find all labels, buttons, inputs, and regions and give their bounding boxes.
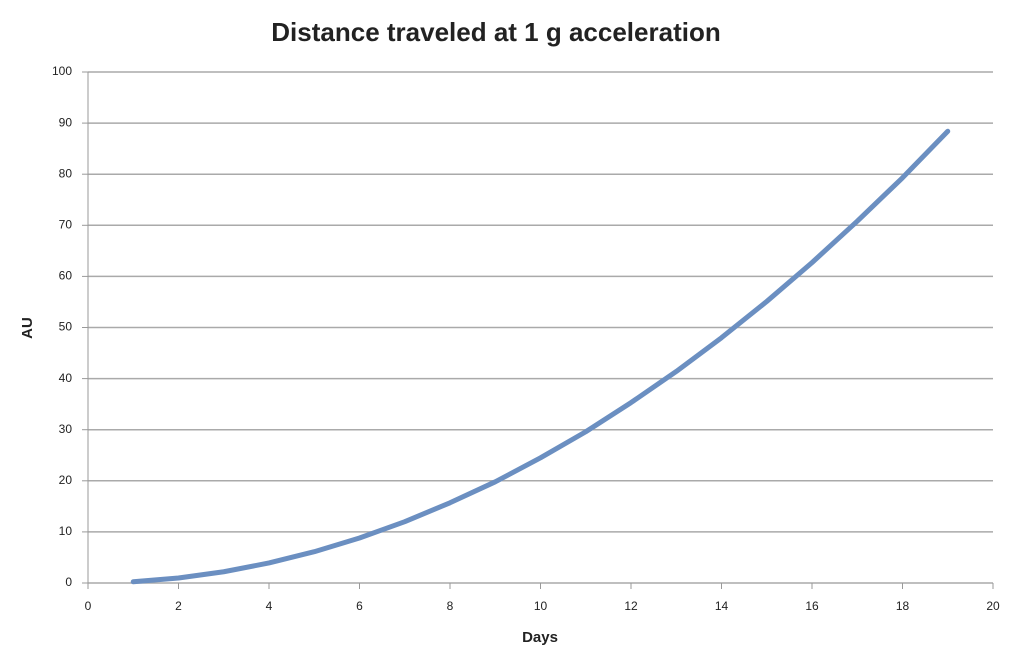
- y-tick-label: 100: [52, 64, 72, 78]
- x-tick-label: 16: [805, 599, 819, 613]
- y-tick-label: 90: [59, 115, 73, 129]
- x-tick-label: 6: [356, 599, 363, 613]
- x-tick-label: 4: [266, 599, 273, 613]
- y-tick-label: 20: [59, 473, 73, 487]
- y-tick-label: 50: [59, 320, 73, 334]
- y-tick-label: 60: [59, 269, 73, 283]
- x-tick-label: 8: [447, 599, 454, 613]
- data-line: [130, 128, 951, 585]
- y-tick-label: 10: [59, 524, 73, 538]
- y-axis-label: AU: [19, 317, 36, 339]
- x-tick-label: 14: [715, 599, 729, 613]
- x-tick-label: 20: [986, 599, 1000, 613]
- chart-title: Distance traveled at 1 g acceleration: [271, 17, 720, 47]
- x-tick-label: 2: [175, 599, 182, 613]
- y-tick-label: 70: [59, 217, 73, 231]
- x-tick-label: 0: [85, 599, 92, 613]
- x-tick-label: 12: [624, 599, 638, 613]
- y-tick-label: 0: [65, 575, 72, 589]
- y-tick-label: 80: [59, 166, 73, 180]
- x-tick-label: 18: [896, 599, 910, 613]
- y-tick-label: 40: [59, 371, 73, 385]
- y-tick-label: 30: [59, 422, 73, 436]
- x-axis-label: Days: [522, 629, 558, 646]
- x-tick-label: 10: [534, 599, 548, 613]
